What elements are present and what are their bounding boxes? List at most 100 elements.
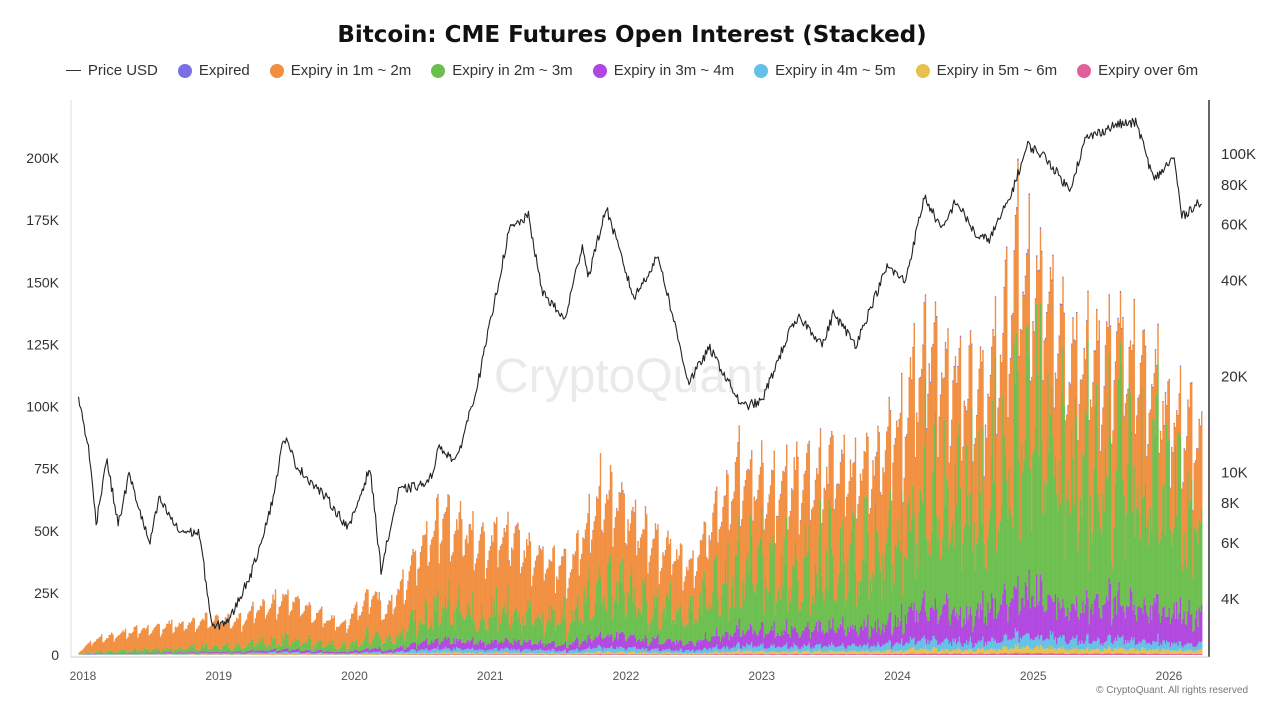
stacked-bar-segment [508,649,510,654]
stacked-bar-segment [349,618,352,644]
stacked-bar-segment [894,643,897,652]
stacked-bar-segment [648,645,650,651]
legend-item-over-6m[interactable]: Expiry over 6m [1077,62,1198,79]
stacked-bar-segment [643,652,645,655]
stacked-bar-segment [432,649,434,653]
stacked-bar-segment [919,640,922,649]
stacked-bar-segment [933,324,935,425]
stacked-bar-segment [896,420,898,422]
stacked-bar-segment [617,652,619,655]
stacked-bar-segment [799,636,802,650]
legend-item-2m-3m[interactable]: Expiry in 2m ~ 3m [431,62,573,79]
stacked-bar-segment [189,623,192,647]
stacked-bar-segment [886,541,888,625]
stacked-bar-segment [752,647,754,653]
stacked-bar-segment [136,653,138,655]
legend-item-expired[interactable]: Expired [177,62,250,79]
legend-item-4m-5m[interactable]: Expiry in 4m ~ 5m [754,62,896,79]
stacked-bar-segment [582,649,584,653]
stacked-bar-segment [607,563,609,634]
stacked-bar-segment [222,653,224,655]
stacked-bar-segment [829,628,832,646]
stacked-bar-segment [886,432,888,542]
stacked-bar-segment [877,534,879,620]
stacked-bar-segment [451,643,453,652]
stacked-bar-segment [524,558,527,625]
stacked-bar-segment [689,640,692,652]
stacked-bar-segment [306,604,308,643]
stacked-bar-segment [679,652,682,655]
stacked-bar-segment [342,642,344,652]
stacked-bar-segment [623,652,625,655]
stacked-bar-segment [528,652,530,655]
stacked-bar-segment [561,644,563,652]
stacked-bar-segment [799,654,802,655]
stacked-bar-segment [746,650,748,655]
stacked-bar-segment [876,645,878,651]
stacked-bar-segment [394,606,397,645]
stacked-bar-segment [934,639,937,649]
stacked-bar-segment [253,623,255,647]
stacked-bar-segment [409,566,412,614]
stacked-bar-segment [664,641,667,650]
stacked-bar-segment [749,654,752,655]
legend-item-3m-4m[interactable]: Expiry in 3m ~ 4m [592,62,734,79]
stacked-bar-segment [718,615,720,636]
stacked-bar-segment [816,621,818,645]
stacked-bar-segment [913,323,915,325]
stacked-bar-segment [784,654,787,655]
stacked-bar-segment [178,652,180,654]
stacked-bar-segment [572,641,574,651]
stacked-bar-segment [762,555,764,623]
legend-item-1m-2m[interactable]: Expiry in 1m ~ 2m [269,62,411,79]
legend-item-price[interactable]: Price USD [65,62,158,79]
stacked-bar-segment [546,569,548,625]
stacked-bar-segment [101,654,103,655]
stacked-bar-segment [981,648,983,654]
stacked-bar-segment [858,496,860,596]
stacked-bar-segment [141,653,143,655]
stacked-bar-segment [744,654,747,655]
stacked-bar-segment [822,592,824,631]
stacked-bar-segment [578,622,580,647]
stacked-bar-segment [733,607,735,633]
stacked-bar-segment [156,653,158,655]
stacked-bar-segment [869,646,872,653]
stacked-bar-segment [448,579,450,638]
stacked-bar-segment [709,641,712,649]
stacked-bar-segment [437,646,439,652]
stacked-bar-segment [677,653,679,655]
stacked-bar-segment [468,642,470,650]
stacked-bar-segment [533,653,535,655]
stacked-bar-segment [862,645,864,651]
stacked-bar-segment [406,653,408,655]
stacked-bar-segment [894,651,897,654]
stacked-bar-segment [983,476,985,477]
stacked-bar-segment [921,604,923,639]
stacked-bar-segment [618,492,620,493]
stacked-bar-segment [92,643,94,654]
stacked-bar-segment [293,641,295,650]
stacked-bar-segment [873,654,875,655]
stacked-bar-segment [656,654,658,655]
stacked-bar-segment [308,653,310,655]
stacked-bar-segment [866,497,868,626]
stacked-bar-segment [928,644,930,651]
stacked-bar-segment [836,484,838,601]
stacked-bar-segment [607,499,609,501]
stacked-bar-segment [467,600,469,640]
stacked-bar-segment [502,537,504,608]
stacked-bar-segment [176,649,178,653]
stacked-bar-segment [434,521,437,611]
stacked-bar-segment [786,619,788,643]
stacked-bar-segment [979,492,982,605]
stacked-bar-segment [853,654,855,655]
stacked-bar-segment [318,610,320,640]
stacked-bar-segment [996,618,998,644]
stacked-bar-segment [706,649,708,653]
stacked-bar-segment [273,651,275,654]
legend-item-5m-6m[interactable]: Expiry in 5m ~ 6m [915,62,1057,79]
stacked-bar-segment [257,654,259,655]
stacked-bar-segment [842,454,844,456]
stacked-bar-segment [111,653,113,655]
